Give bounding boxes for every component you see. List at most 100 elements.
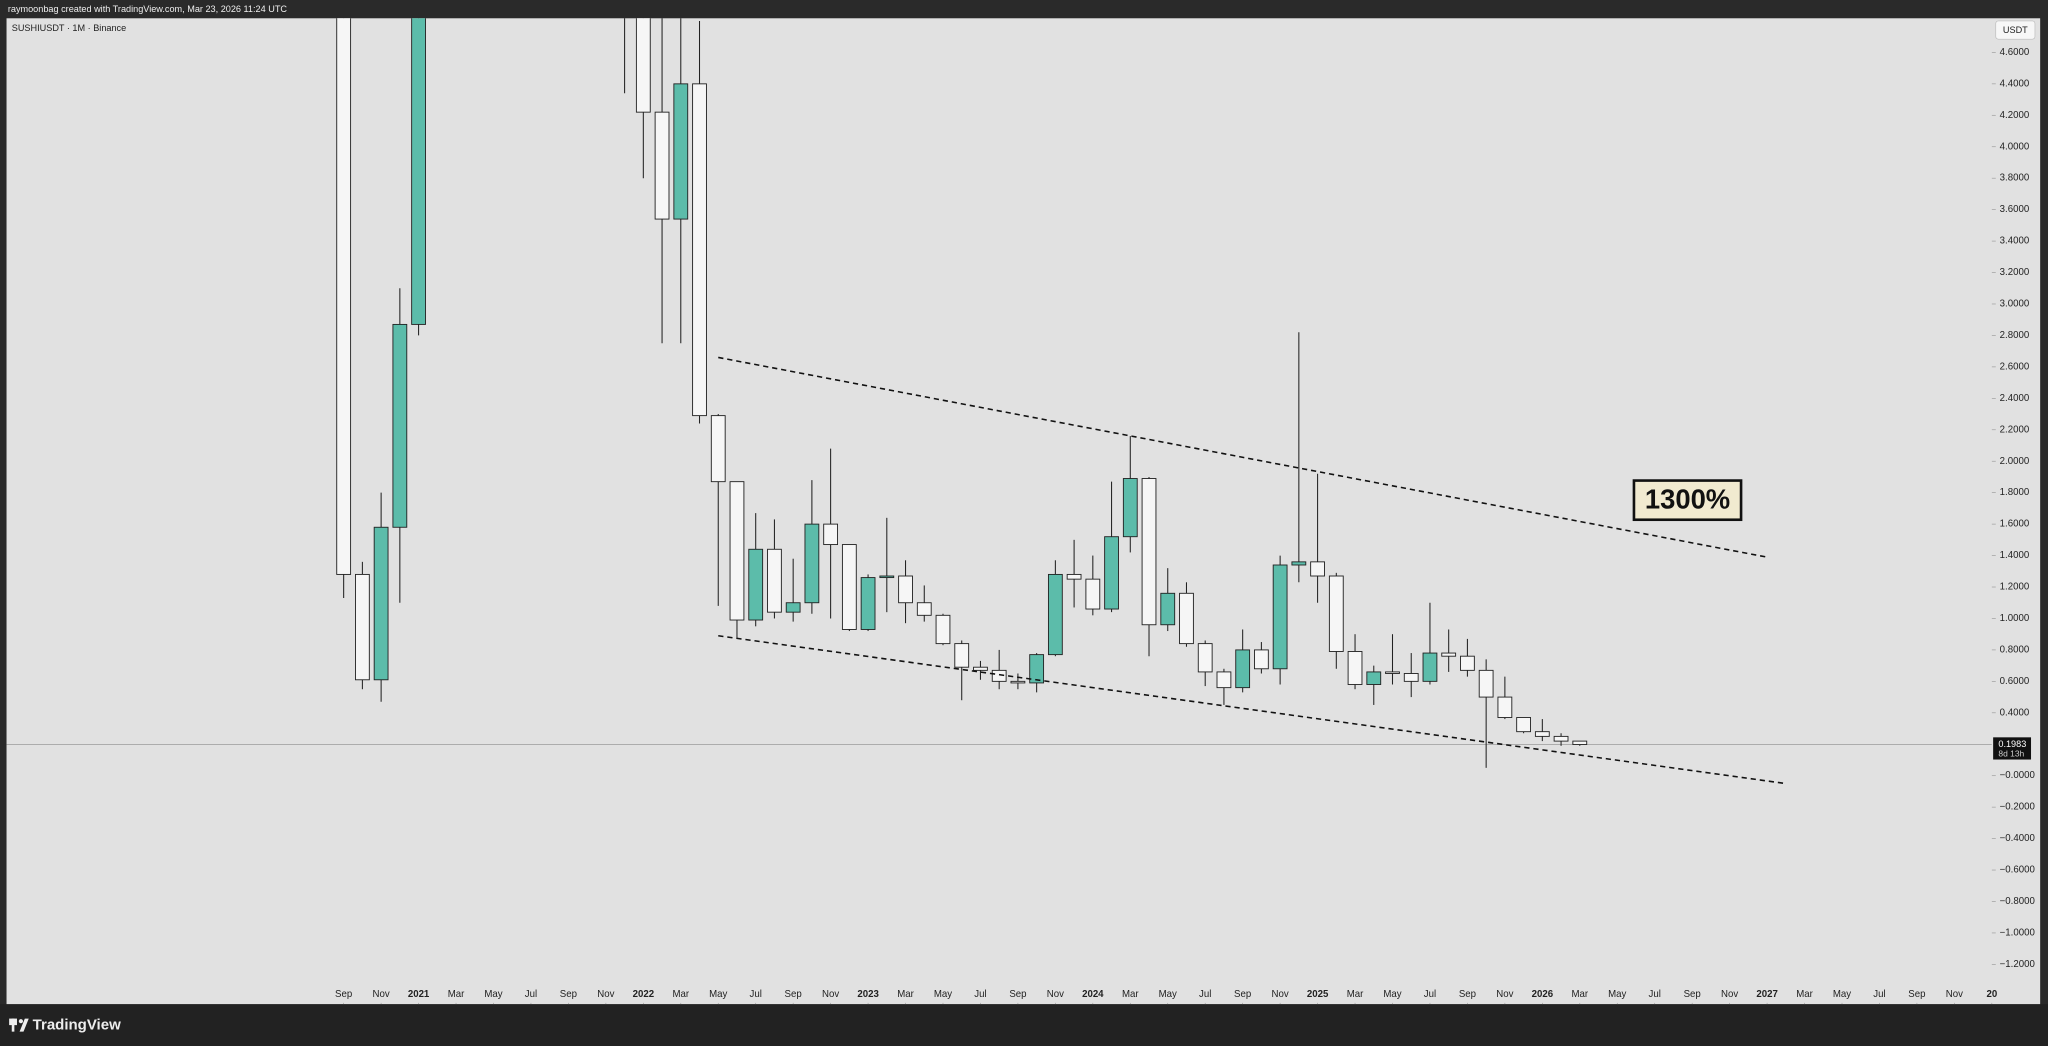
y-tick-label: 1.8000 bbox=[2000, 487, 2030, 498]
currency-box[interactable] bbox=[1995, 20, 2036, 40]
candle-body bbox=[1010, 680, 1026, 684]
x-tick-label: Jul bbox=[1873, 989, 1885, 1000]
x-tick-label: 20 bbox=[1986, 989, 1997, 1000]
y-tick-label: −0.6000 bbox=[2000, 865, 2035, 876]
countdown: 8d 13h bbox=[1998, 749, 2024, 759]
candle-body bbox=[373, 526, 389, 681]
x-tick-label: Nov bbox=[373, 989, 390, 1000]
x-tick-label: 2022 bbox=[633, 989, 654, 1000]
candle-body bbox=[841, 544, 857, 630]
x-tick-label: 2024 bbox=[1082, 989, 1104, 1000]
y-tick-label: 2.2000 bbox=[2000, 424, 2030, 435]
candle-body bbox=[973, 666, 988, 671]
x-tick-label: Mar bbox=[1571, 989, 1588, 1000]
x-tick-label: May bbox=[1383, 989, 1401, 1000]
candle-body bbox=[860, 577, 876, 630]
x-tick-label: 2023 bbox=[857, 989, 879, 1000]
y-tick-label: 2.6000 bbox=[2000, 361, 2030, 372]
x-tick-label: 2026 bbox=[1532, 989, 1554, 1000]
y-tick-label: 3.2000 bbox=[2000, 267, 2030, 278]
candle-body bbox=[1291, 561, 1307, 566]
x-tick-label: Mar bbox=[448, 989, 465, 1000]
annotation-box bbox=[1632, 479, 1743, 522]
candle-body bbox=[1235, 649, 1251, 689]
plot bbox=[6, 18, 1992, 785]
x-tick-label: Nov bbox=[1496, 989, 1513, 1000]
y-tick-label: 1.0000 bbox=[2000, 613, 2030, 624]
x-tick-label: May bbox=[1608, 989, 1626, 1000]
y-tick-label: 0.8000 bbox=[2000, 644, 2030, 655]
x-tick-label: Sep bbox=[560, 989, 577, 1000]
credit: raymoonbag created with TradingView.com,… bbox=[8, 4, 288, 14]
x-tick-label: Jul bbox=[1199, 989, 1211, 1000]
y-tick-label: 2.8000 bbox=[2000, 330, 2030, 341]
y-tick-label: 0.4000 bbox=[2000, 707, 2030, 718]
y-tick-label: 2.4000 bbox=[2000, 393, 2030, 404]
x-tick-label: Jul bbox=[750, 989, 762, 1000]
y-tick-label: 4.0000 bbox=[2000, 141, 2030, 152]
x-tick-label: May bbox=[1159, 989, 1177, 1000]
y-tick-label: −0.0000 bbox=[2000, 770, 2035, 781]
x-tick-label: Nov bbox=[597, 989, 614, 1000]
x-tick-label: Mar bbox=[672, 989, 689, 1000]
candle-body bbox=[1047, 573, 1063, 656]
candle-body bbox=[692, 83, 707, 417]
trendline bbox=[718, 356, 1768, 558]
x-tick-label: Sep bbox=[1234, 989, 1251, 1000]
y-tick-label: −1.2000 bbox=[2000, 959, 2035, 970]
candle-body bbox=[1104, 536, 1119, 610]
candle-body bbox=[1122, 478, 1138, 538]
y-tick-label: 3.8000 bbox=[2000, 173, 2030, 184]
candle-body bbox=[635, 18, 651, 113]
x-tick-label: Sep bbox=[1684, 989, 1701, 1000]
y-tick-label: −0.4000 bbox=[2000, 833, 2035, 844]
candle-body bbox=[673, 83, 689, 220]
candle-body bbox=[1347, 651, 1363, 685]
x-tick-label: 2027 bbox=[1756, 989, 1777, 1000]
x-tick-label: Nov bbox=[1272, 989, 1289, 1000]
y-tick-label: 3.0000 bbox=[2000, 299, 2030, 310]
candle-body bbox=[767, 548, 782, 613]
brand: TradingView bbox=[33, 1017, 121, 1034]
candle-body bbox=[1553, 735, 1569, 742]
candle-body bbox=[1254, 649, 1269, 670]
candle-body bbox=[804, 523, 820, 604]
candle-body bbox=[823, 523, 839, 546]
candle-body bbox=[411, 18, 426, 325]
y-tick-label: 1.2000 bbox=[2000, 582, 2030, 593]
candle-body bbox=[898, 575, 913, 604]
x-tick-label: Jul bbox=[1424, 989, 1436, 1000]
x-tick-label: Sep bbox=[335, 989, 352, 1000]
trendline bbox=[718, 634, 1786, 785]
candle-body bbox=[1534, 731, 1550, 737]
annotation: 1300% bbox=[1632, 479, 1743, 522]
candle-body bbox=[935, 614, 951, 645]
candle-body bbox=[1310, 561, 1325, 577]
y-tick-label: −0.2000 bbox=[2000, 802, 2035, 813]
candle-body bbox=[1066, 573, 1082, 580]
candle-body bbox=[729, 481, 745, 621]
candle-body bbox=[710, 415, 726, 483]
candle-body bbox=[1403, 673, 1419, 682]
candle-body bbox=[1572, 740, 1588, 745]
x-tick-label: Nov bbox=[1946, 989, 1963, 1000]
x-tick-label: Nov bbox=[822, 989, 839, 1000]
candle-body bbox=[1328, 575, 1344, 652]
y-tick-label: −0.8000 bbox=[2000, 896, 2035, 907]
candle-body bbox=[392, 323, 408, 528]
candle-body bbox=[1366, 671, 1382, 685]
candle-body bbox=[1197, 643, 1213, 673]
x-tick-label: May bbox=[1833, 989, 1851, 1000]
currency[interactable]: USDT bbox=[2003, 25, 2028, 35]
y-tick-label: 0.6000 bbox=[2000, 676, 2030, 687]
x-tick-label: Nov bbox=[1047, 989, 1064, 1000]
candle-body bbox=[954, 643, 970, 668]
annotation-text: 1300% bbox=[1645, 484, 1730, 515]
candle-body bbox=[1441, 652, 1457, 657]
y-tick-label: 3.4000 bbox=[2000, 236, 2030, 247]
candle-body bbox=[916, 602, 932, 616]
candle-body bbox=[1179, 592, 1194, 645]
y-tick-label: 2.0000 bbox=[2000, 456, 2030, 467]
y-tick-label: −1.0000 bbox=[2000, 927, 2035, 938]
